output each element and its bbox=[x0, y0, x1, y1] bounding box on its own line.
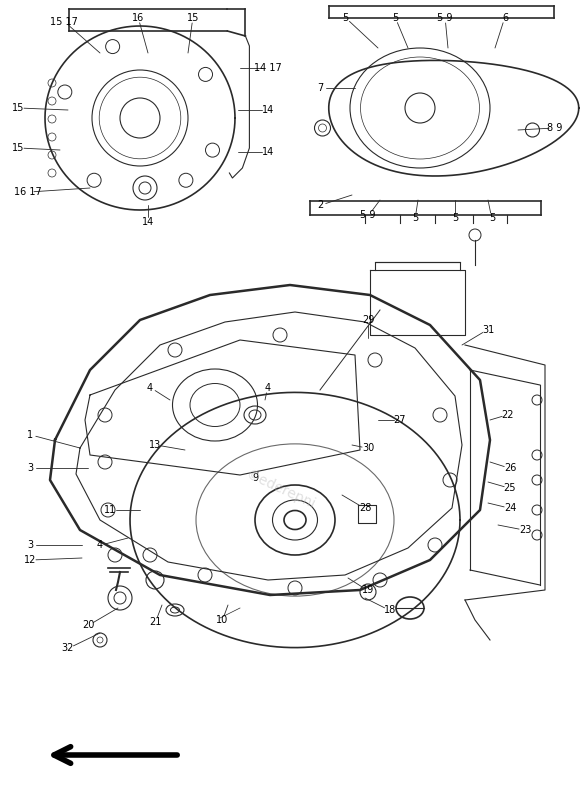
Text: ©ederepni: ©ederepni bbox=[243, 468, 317, 512]
Text: 15: 15 bbox=[12, 103, 24, 113]
Text: 22: 22 bbox=[502, 410, 515, 420]
Text: 2: 2 bbox=[317, 200, 323, 210]
Text: 3: 3 bbox=[27, 463, 33, 473]
Text: 10: 10 bbox=[216, 615, 228, 625]
Text: 26: 26 bbox=[504, 463, 516, 473]
Text: 30: 30 bbox=[362, 443, 374, 453]
Text: 5: 5 bbox=[489, 213, 495, 223]
Text: 25: 25 bbox=[504, 483, 516, 493]
Text: 5: 5 bbox=[392, 13, 398, 23]
Text: 14: 14 bbox=[262, 147, 274, 157]
Text: 15: 15 bbox=[187, 13, 199, 23]
Text: 20: 20 bbox=[82, 620, 94, 630]
Text: 16: 16 bbox=[132, 13, 144, 23]
Text: 5: 5 bbox=[452, 213, 458, 223]
Text: 5: 5 bbox=[412, 213, 418, 223]
Text: 1: 1 bbox=[27, 430, 33, 440]
Text: 31: 31 bbox=[482, 325, 494, 335]
Text: 7: 7 bbox=[317, 83, 323, 93]
Text: 3: 3 bbox=[27, 540, 33, 550]
Text: 13: 13 bbox=[149, 440, 161, 450]
Text: 16 17: 16 17 bbox=[14, 187, 42, 197]
Text: 21: 21 bbox=[149, 617, 161, 627]
Text: 6: 6 bbox=[502, 13, 508, 23]
Text: 29: 29 bbox=[362, 315, 374, 325]
Text: 4: 4 bbox=[97, 540, 103, 550]
Text: 19: 19 bbox=[362, 585, 374, 595]
Text: 8 9: 8 9 bbox=[547, 123, 563, 133]
Text: 23: 23 bbox=[519, 525, 531, 535]
Text: 32: 32 bbox=[62, 643, 74, 653]
Text: 27: 27 bbox=[394, 415, 406, 425]
Text: 18: 18 bbox=[384, 605, 396, 615]
Text: 5 9: 5 9 bbox=[360, 210, 376, 220]
Text: 24: 24 bbox=[504, 503, 516, 513]
Text: 4: 4 bbox=[147, 383, 153, 393]
Text: 4: 4 bbox=[265, 383, 271, 393]
Text: 11: 11 bbox=[104, 505, 116, 515]
Text: 12: 12 bbox=[24, 555, 36, 565]
Text: 5 9: 5 9 bbox=[437, 13, 453, 23]
Text: 28: 28 bbox=[359, 503, 371, 513]
Text: 5: 5 bbox=[342, 13, 348, 23]
Text: 14 17: 14 17 bbox=[254, 63, 282, 73]
Text: 15 17: 15 17 bbox=[50, 17, 78, 27]
Text: 15: 15 bbox=[12, 143, 24, 153]
Text: 14: 14 bbox=[142, 217, 154, 227]
Text: 14: 14 bbox=[262, 105, 274, 115]
Text: 9: 9 bbox=[252, 473, 258, 483]
